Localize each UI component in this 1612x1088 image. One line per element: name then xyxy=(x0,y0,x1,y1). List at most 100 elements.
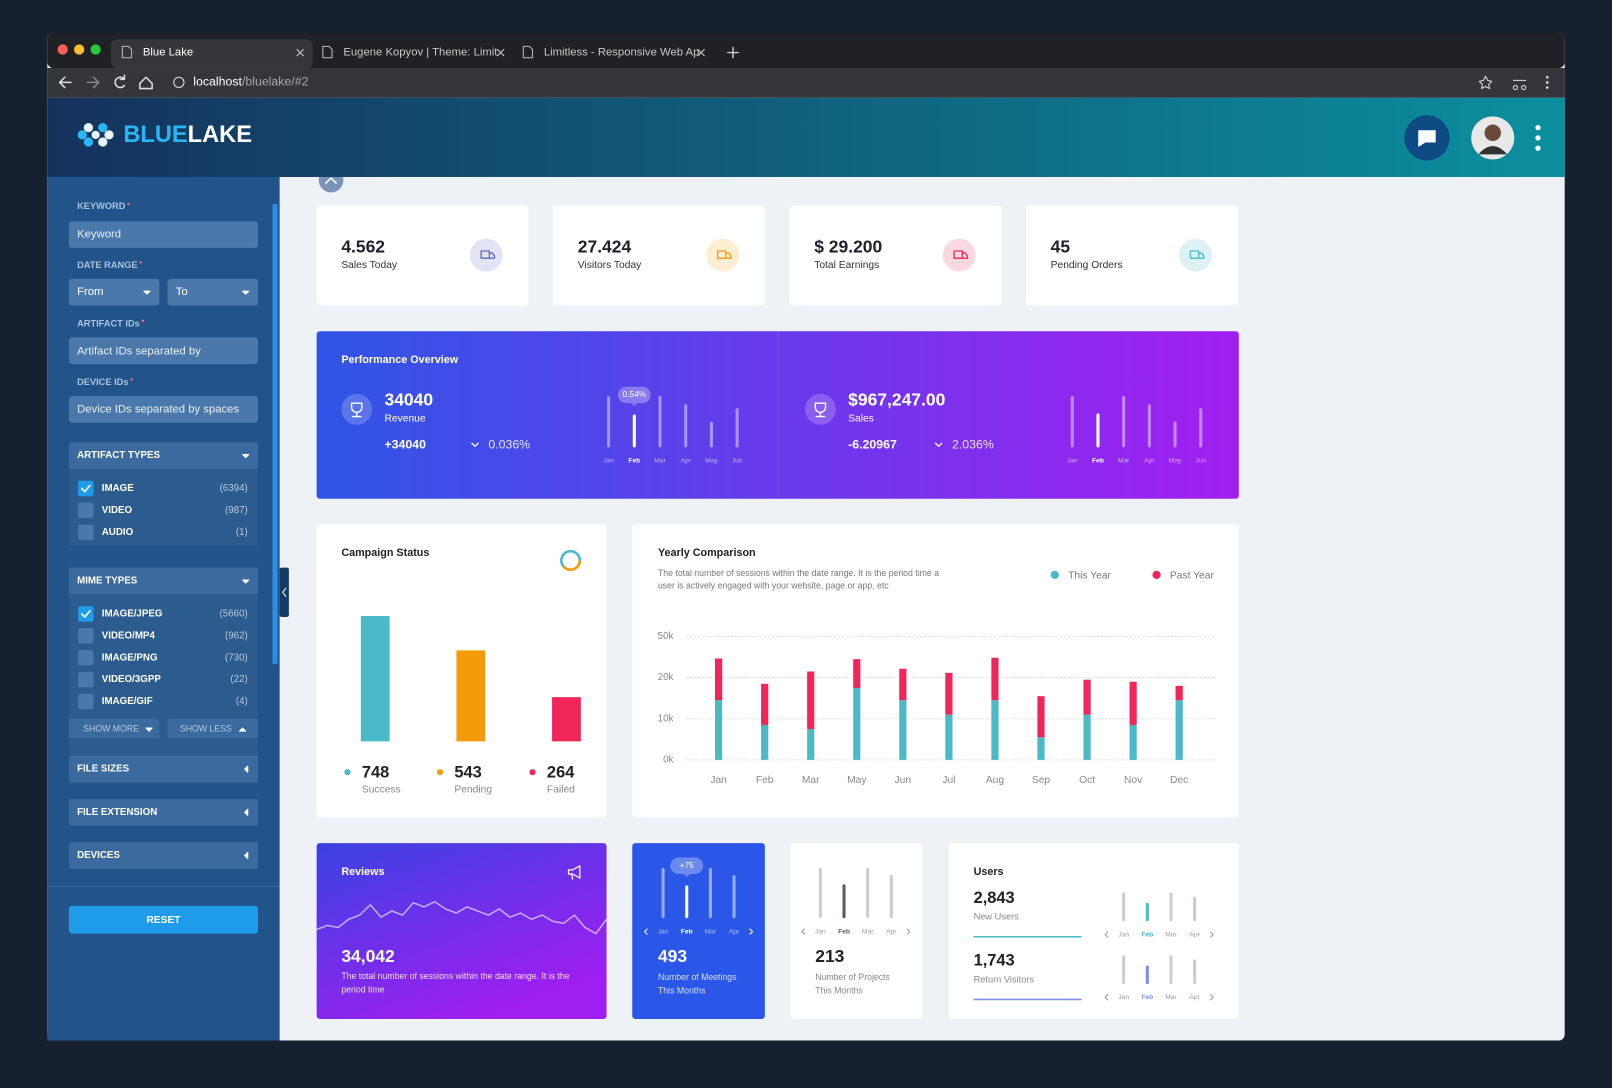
tab-title[interactable]: Limitless - Responsive Web Ap xyxy=(544,47,700,59)
filter-title: DEVICES xyxy=(77,850,120,861)
mini-bar xyxy=(1122,395,1126,448)
bar-segment xyxy=(807,729,815,760)
mini-month: Jun xyxy=(1195,457,1206,464)
filter-header[interactable] xyxy=(68,567,259,595)
input[interactable] xyxy=(68,337,259,365)
checkbox[interactable] xyxy=(78,606,94,622)
filter-title: ARTIFACT TYPES xyxy=(77,450,160,461)
filter-count: (6394) xyxy=(220,483,248,494)
caret xyxy=(145,727,153,732)
mini-bar xyxy=(1122,955,1126,985)
filter-option[interactable]: IMAGE/JPEG xyxy=(102,608,163,619)
filter-count: (962) xyxy=(225,630,248,641)
window-close xyxy=(57,44,68,55)
campaign-value: 748 xyxy=(362,764,389,782)
show-more-button[interactable] xyxy=(68,718,160,739)
kpi-percent: 0.036% xyxy=(488,438,530,452)
mini-bar xyxy=(735,408,739,448)
y-tick-label: 0k xyxy=(663,754,673,765)
filter-option[interactable]: VIDEO/3GPP xyxy=(102,674,162,685)
reviews-text: period time xyxy=(341,984,384,994)
filter-option[interactable]: IMAGE/GIF xyxy=(102,696,153,707)
mini-bar xyxy=(1169,955,1173,985)
required-mark xyxy=(130,378,133,381)
stat-label: Visitors Today xyxy=(578,260,642,271)
reset-button[interactable] xyxy=(68,905,259,934)
x-tick-label: Jan xyxy=(710,775,727,786)
logo-dot xyxy=(98,123,108,133)
mini-prev xyxy=(801,928,805,935)
stat-icon xyxy=(716,250,732,259)
mini-month: Apr xyxy=(886,928,897,935)
tooltip xyxy=(617,386,651,404)
brand-name: LAKE xyxy=(188,122,252,148)
filter-body xyxy=(68,468,259,546)
mini-bar xyxy=(607,395,611,448)
legend-label: This Year xyxy=(1068,571,1111,582)
filter-header[interactable] xyxy=(68,842,259,869)
kpi-change: +34040 xyxy=(384,438,426,452)
input[interactable] xyxy=(68,278,160,306)
bar-segment xyxy=(715,658,723,701)
mini-month: Feb xyxy=(838,928,850,935)
input[interactable] xyxy=(68,395,259,423)
stat-value: 45 xyxy=(1051,237,1071,257)
legend-dot xyxy=(1050,570,1059,579)
mini-month: Apr xyxy=(681,457,692,464)
tab-title[interactable]: Eugene Kopyov | Theme: Limit xyxy=(343,47,498,59)
bar-segment xyxy=(853,659,861,688)
mini-prev xyxy=(1104,994,1109,1001)
mini-next xyxy=(1210,994,1214,1001)
tab-title[interactable]: Blue Lake xyxy=(143,47,193,59)
checkbox[interactable] xyxy=(78,502,94,519)
filter-header[interactable] xyxy=(68,442,259,469)
forward-button xyxy=(86,76,100,89)
input[interactable] xyxy=(167,278,259,306)
filter-header[interactable] xyxy=(68,798,259,826)
mini-bar xyxy=(658,395,662,448)
show-less-button[interactable] xyxy=(167,718,259,739)
logo-dot xyxy=(83,137,94,147)
active-tab[interactable] xyxy=(111,39,313,69)
donut-icon-seg xyxy=(560,549,582,571)
checkbox[interactable] xyxy=(78,628,94,644)
input[interactable] xyxy=(68,221,259,248)
filter-header[interactable] xyxy=(68,755,259,783)
stat-icon-bg xyxy=(706,238,740,272)
brand-accent: BLUE xyxy=(123,122,187,148)
mini-month: Feb xyxy=(1141,931,1153,938)
checkbox[interactable] xyxy=(78,649,94,666)
sidebar-toggle[interactable] xyxy=(279,567,289,617)
bar-segment xyxy=(991,657,999,701)
filter-option[interactable]: VIDEO xyxy=(102,505,133,516)
x-tick-label: Mar xyxy=(802,775,820,786)
y-tick-label: 20k xyxy=(658,672,674,683)
checkbox[interactable] xyxy=(78,480,94,497)
mini-bar xyxy=(1145,965,1149,985)
mini-bar xyxy=(1173,421,1177,448)
app-header xyxy=(47,97,1565,177)
mini-bar xyxy=(732,875,736,919)
trend-chevron xyxy=(934,442,943,448)
checkbox[interactable] xyxy=(78,671,94,688)
mini-month: Feb xyxy=(628,457,640,464)
mini-month: Jan xyxy=(1118,931,1129,938)
users-label: Return Visitors xyxy=(974,974,1035,984)
filter-option[interactable]: AUDIO xyxy=(102,527,134,538)
field-label: ARTIFACT IDs xyxy=(77,318,140,328)
stat-card xyxy=(1026,205,1238,306)
filter-option[interactable]: IMAGE/PNG xyxy=(102,652,158,663)
back-button xyxy=(58,76,72,89)
checkbox[interactable] xyxy=(78,693,94,710)
mini-month: Jan xyxy=(603,457,614,464)
filter-option[interactable]: IMAGE xyxy=(102,483,134,494)
tooltip-text: +75 xyxy=(680,861,694,870)
mini-month: Jan xyxy=(815,928,826,935)
filter-option[interactable]: VIDEO/MP4 xyxy=(102,630,156,641)
button-label[interactable]: RESET xyxy=(146,915,181,926)
checkbox[interactable] xyxy=(78,524,94,540)
mini-bar xyxy=(1145,902,1149,922)
legend-label: Past Year xyxy=(1170,571,1215,582)
